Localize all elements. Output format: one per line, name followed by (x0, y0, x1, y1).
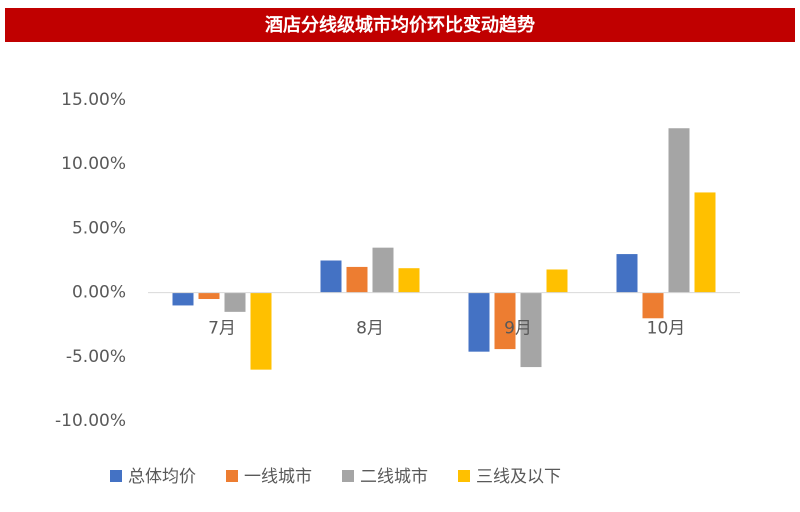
x-tick-label: 10月 (647, 319, 686, 339)
bar (520, 292, 542, 368)
y-tick-label: 15.00% (61, 90, 126, 110)
legend-label: 二线城市 (360, 467, 428, 487)
bar (398, 268, 420, 293)
bar (668, 128, 690, 293)
title-banner (5, 8, 795, 42)
bar (372, 247, 394, 293)
legend-label: 总体均价 (128, 467, 196, 487)
bar (494, 292, 516, 350)
bar (346, 266, 368, 293)
bar (224, 292, 246, 312)
x-tick-label: 8月 (356, 319, 384, 339)
x-tick-label: 9月 (504, 319, 532, 339)
chart-title: 酒店分线级城市均价环比变动趋势 (265, 14, 535, 36)
y-tick-label: 10.00% (61, 154, 126, 174)
legend-label: 一线城市 (244, 467, 312, 487)
y-tick-label: -5.00% (66, 347, 126, 367)
legend-swatch (342, 470, 354, 482)
legend-swatch (110, 470, 122, 482)
legend-swatch (458, 470, 470, 482)
bar (250, 292, 272, 370)
bar (616, 254, 638, 293)
bar (642, 292, 664, 319)
bar (320, 260, 342, 293)
x-tick-label: 7月 (208, 319, 236, 339)
bar (546, 269, 568, 293)
legend-label: 三线及以下 (476, 467, 561, 487)
y-tick-label: 0.00% (72, 283, 126, 303)
legend-swatch (226, 470, 238, 482)
bar (468, 292, 490, 352)
y-tick-label: 5.00% (72, 218, 126, 238)
bar (694, 192, 716, 293)
y-tick-label: -10.00% (55, 411, 126, 431)
bar (198, 292, 220, 300)
bar (172, 292, 194, 306)
